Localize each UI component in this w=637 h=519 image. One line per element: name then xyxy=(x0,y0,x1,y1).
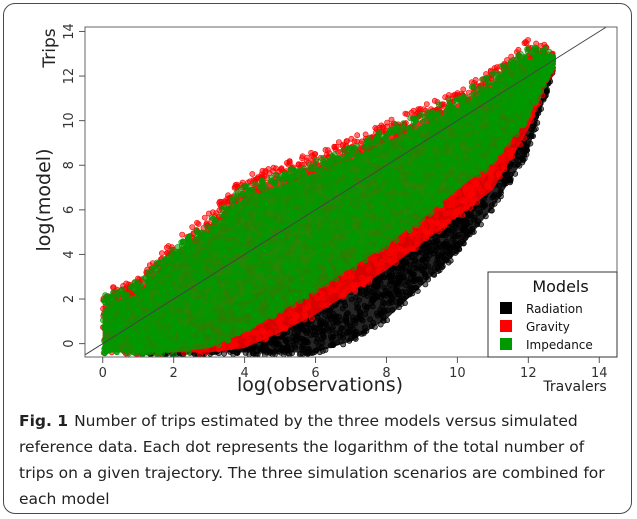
data-point xyxy=(333,143,340,150)
data-point xyxy=(163,244,170,251)
data-point xyxy=(158,250,165,257)
data-point xyxy=(110,284,117,291)
data-point xyxy=(197,351,204,357)
data-point xyxy=(209,209,216,216)
data-point xyxy=(304,154,311,161)
data-point xyxy=(217,198,223,205)
data-point xyxy=(322,146,329,153)
data-point xyxy=(265,166,272,172)
data-point xyxy=(354,132,361,139)
data-point xyxy=(249,171,256,177)
data-point xyxy=(431,97,438,104)
data-point xyxy=(423,101,430,107)
data-point xyxy=(286,158,293,165)
data-point xyxy=(343,138,350,145)
data-point xyxy=(442,94,449,101)
data-point xyxy=(194,219,200,226)
data-point xyxy=(221,198,228,204)
data-point xyxy=(493,64,500,71)
data-point xyxy=(189,224,196,230)
data-point xyxy=(299,153,306,160)
data-point xyxy=(295,161,302,168)
scatter-chart: 0 2 4 6 8 10 12 1402468101214log(observations)l… xyxy=(33,23,618,396)
data-point xyxy=(311,151,318,157)
data-point xyxy=(348,135,355,142)
data-point xyxy=(388,116,395,123)
data-point xyxy=(335,139,342,145)
data-point xyxy=(402,110,409,117)
